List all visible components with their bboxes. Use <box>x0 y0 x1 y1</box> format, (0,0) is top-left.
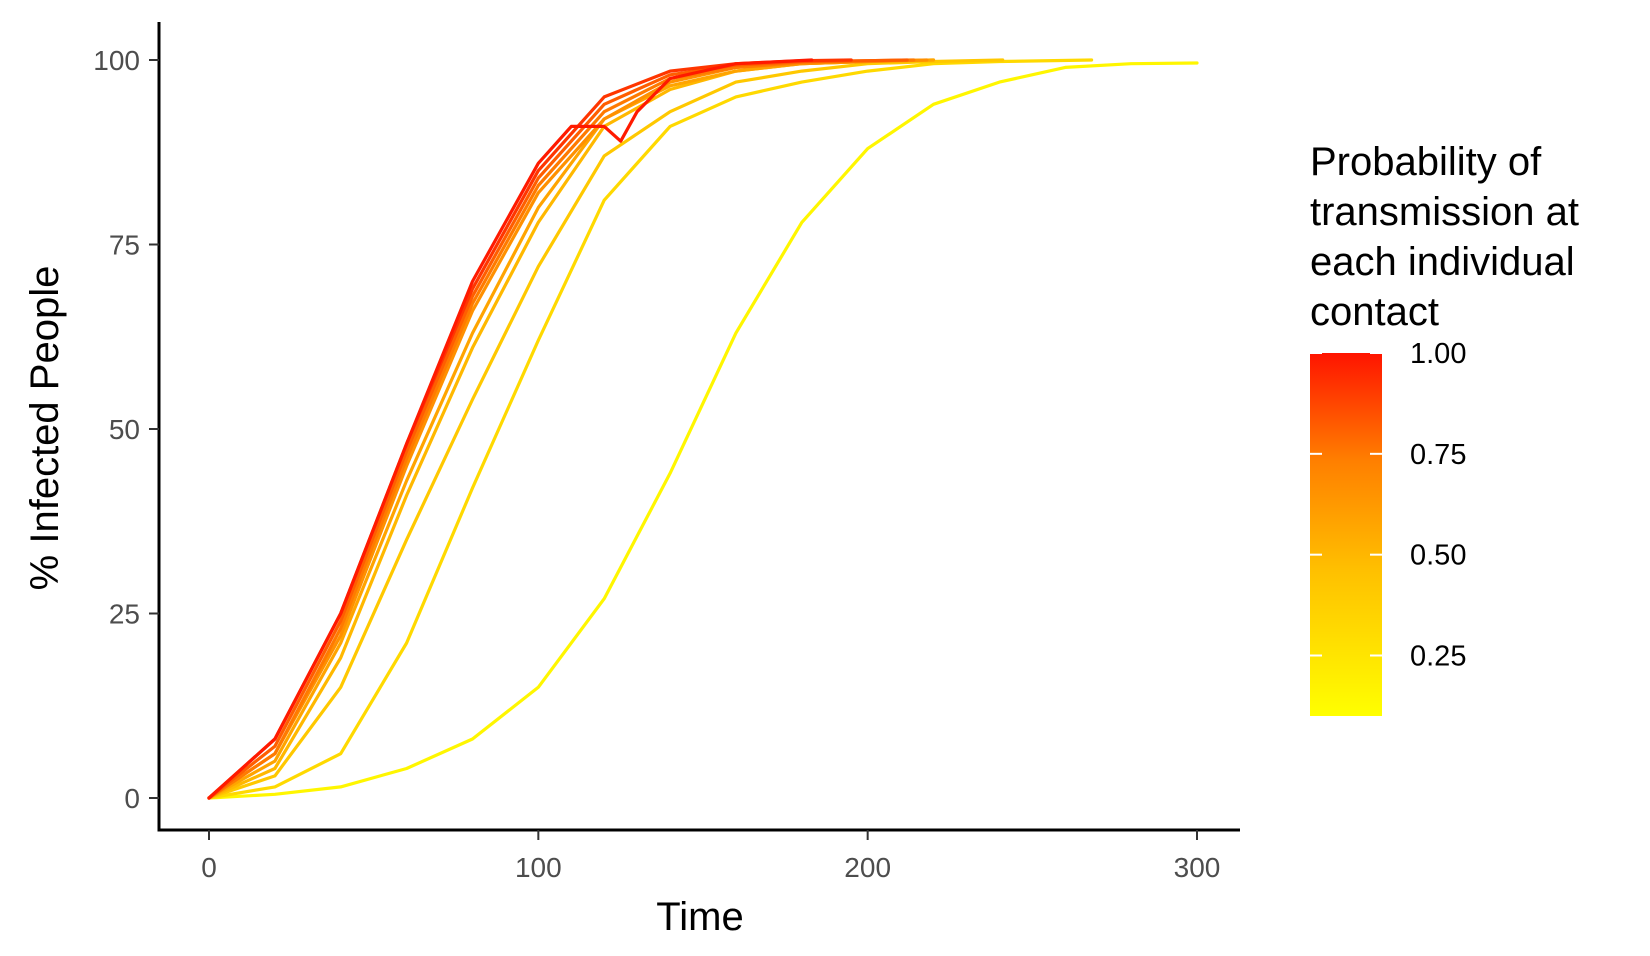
series-line-p0_1 <box>207 61 1199 800</box>
legend: Probability of transmission at each indi… <box>1310 140 1579 716</box>
legend-tick-label: 0.50 <box>1410 540 1466 572</box>
legend-title-line-2: transmission at <box>1310 190 1579 234</box>
series-line-p1 <box>207 58 814 800</box>
series-line-p0_5 <box>207 58 936 800</box>
x-tick-label: 100 <box>515 852 562 883</box>
axes-layer <box>157 22 1240 832</box>
legend-tick-label: 1.00 <box>1410 338 1466 370</box>
y-tick-label: 50 <box>109 414 140 445</box>
legend-title-line-4: contact <box>1310 290 1439 334</box>
series-line-p0_2 <box>207 58 1094 800</box>
x-tick-label: 200 <box>844 852 891 883</box>
legend-title-line-1: Probability of <box>1310 140 1542 184</box>
x-axis-title: Time <box>656 895 743 939</box>
x-tick-label: 300 <box>1174 852 1221 883</box>
legend-tick-label: 0.75 <box>1410 439 1466 471</box>
x-tick-label: 0 <box>201 852 217 883</box>
y-tick-label: 75 <box>109 230 140 261</box>
y-tick-label: 0 <box>124 783 140 814</box>
x-ticks: 0 100 200 300 <box>201 830 1220 883</box>
series-line-p0_3 <box>207 58 1005 800</box>
legend-ticks: 1.00 0.75 0.50 0.25 <box>1310 338 1466 673</box>
legend-tick-label: 0.25 <box>1410 641 1466 673</box>
series-layer <box>207 58 1199 800</box>
y-tick-label: 25 <box>109 599 140 630</box>
y-ticks: 0 25 50 75 100 <box>93 45 159 814</box>
legend-title-line-3: each individual <box>1310 240 1575 284</box>
y-axis-title: % Infected People <box>23 266 67 591</box>
y-tick-label: 100 <box>93 45 140 76</box>
legend-colorbar <box>1310 353 1382 716</box>
